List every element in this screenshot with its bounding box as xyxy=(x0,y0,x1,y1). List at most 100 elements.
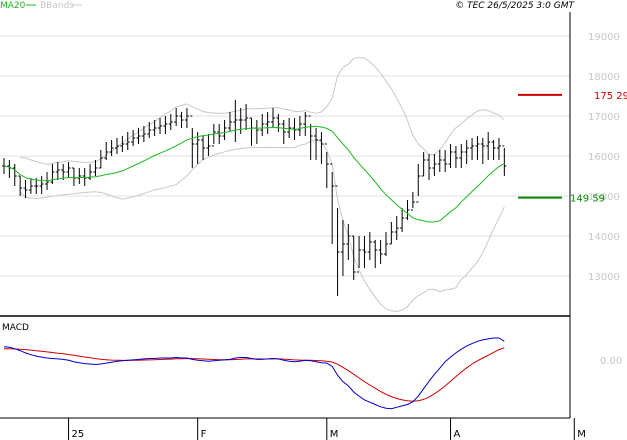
price-bar xyxy=(271,108,275,128)
price-bar xyxy=(421,152,426,177)
price-bar xyxy=(367,232,372,260)
price-bar xyxy=(378,240,383,264)
price-bar xyxy=(389,222,394,245)
y-tick-label: 15000 xyxy=(588,192,620,203)
price-bar xyxy=(244,104,249,130)
price-bar xyxy=(195,132,200,164)
price-bar xyxy=(12,164,17,186)
price-bar xyxy=(23,180,28,198)
price-bar xyxy=(448,144,453,168)
price-bar xyxy=(324,143,329,188)
price-bar xyxy=(357,236,362,273)
price-bar xyxy=(432,154,437,176)
price-bar xyxy=(405,200,410,220)
price-axis-ticks: 13000 14000 15000 16000 17000 18000 19000 xyxy=(588,32,620,283)
price-bar xyxy=(152,120,157,136)
macd-lines xyxy=(3,337,505,410)
price-bar xyxy=(410,192,415,211)
y-tick-label: 18000 xyxy=(588,72,620,83)
price-bar xyxy=(464,140,469,164)
price-bar xyxy=(373,240,378,268)
price-bar xyxy=(222,120,227,140)
price-bar xyxy=(351,235,356,280)
price-bar xyxy=(297,116,302,136)
price-bar xyxy=(281,120,286,144)
price-bar xyxy=(28,178,33,194)
x-tick-label: A xyxy=(454,429,461,440)
price-bar xyxy=(362,236,367,268)
price-bar xyxy=(136,128,141,144)
bband-lower xyxy=(19,138,505,312)
time-axis-ticks: 25FMAMJ xyxy=(68,418,586,440)
x-tick-label: F xyxy=(201,429,207,440)
price-bar xyxy=(502,145,507,176)
price-bar xyxy=(400,208,405,232)
price-bar xyxy=(453,146,458,168)
price-bar xyxy=(233,100,238,142)
price-bar xyxy=(340,220,345,276)
price-bar xyxy=(314,128,319,160)
price-bar xyxy=(486,132,491,160)
price-gridlines xyxy=(0,35,570,277)
support-label: 149 59 xyxy=(570,194,605,205)
price-bar xyxy=(227,112,232,132)
price-bar xyxy=(276,114,281,132)
y-tick-label: 16000 xyxy=(588,152,620,163)
macd-title: MACD xyxy=(2,323,29,333)
price-bar xyxy=(66,162,71,178)
price-bar xyxy=(184,108,189,128)
price-bar xyxy=(265,112,270,134)
price-bar xyxy=(55,162,60,180)
price-bar xyxy=(303,112,308,136)
price-bar xyxy=(34,178,39,194)
price-bar xyxy=(141,126,146,142)
timestamp: © TEC 26/5/2025 3:0 GMT xyxy=(455,1,575,11)
price-bar xyxy=(416,164,421,203)
price-bar xyxy=(114,138,119,154)
price-bar xyxy=(394,216,399,240)
macd-axis-ticks: 0.00 xyxy=(600,356,622,367)
price-bar xyxy=(190,115,195,168)
price-bar xyxy=(201,136,206,160)
price-bar xyxy=(383,232,388,256)
price-bar xyxy=(120,136,125,152)
price-bar xyxy=(496,138,501,160)
price-bar xyxy=(61,164,66,180)
price-bar xyxy=(206,134,211,156)
ma20-line xyxy=(3,125,505,223)
price-bar xyxy=(147,122,152,138)
legend-bbands: BBands xyxy=(40,1,74,11)
price-bar xyxy=(163,116,168,134)
x-tick-label: M xyxy=(577,429,586,440)
price-bar xyxy=(346,224,351,260)
price-bar xyxy=(443,150,448,172)
price-bar xyxy=(287,118,292,138)
price-bar xyxy=(427,154,432,180)
x-tick-label: 25 xyxy=(72,429,85,440)
x-tick-label: M xyxy=(330,429,339,440)
price-bar xyxy=(174,108,179,126)
price-bar xyxy=(98,150,103,169)
price-bar xyxy=(104,142,109,160)
price-bar xyxy=(158,118,163,134)
macd-y-tick-label: 0.00 xyxy=(600,356,622,367)
price-bar xyxy=(217,124,222,144)
y-tick-label: 17000 xyxy=(588,112,620,123)
resistance-label: 175 29 xyxy=(594,91,627,102)
macd-line xyxy=(3,337,505,410)
legend-ma20: MA20 xyxy=(0,1,26,11)
y-tick-label: 14000 xyxy=(588,232,620,243)
y-tick-label: 19000 xyxy=(588,32,620,43)
price-bar xyxy=(18,175,23,196)
price-bar xyxy=(39,176,44,194)
y-tick-label: 13000 xyxy=(588,272,620,283)
price-bar xyxy=(480,138,485,164)
price-levels: 175 29 149 59 xyxy=(518,91,627,205)
price-bar xyxy=(260,114,265,136)
price-bar xyxy=(491,140,496,160)
price-bar xyxy=(459,144,464,168)
ma20-path xyxy=(3,125,505,223)
price-bar xyxy=(308,115,313,160)
